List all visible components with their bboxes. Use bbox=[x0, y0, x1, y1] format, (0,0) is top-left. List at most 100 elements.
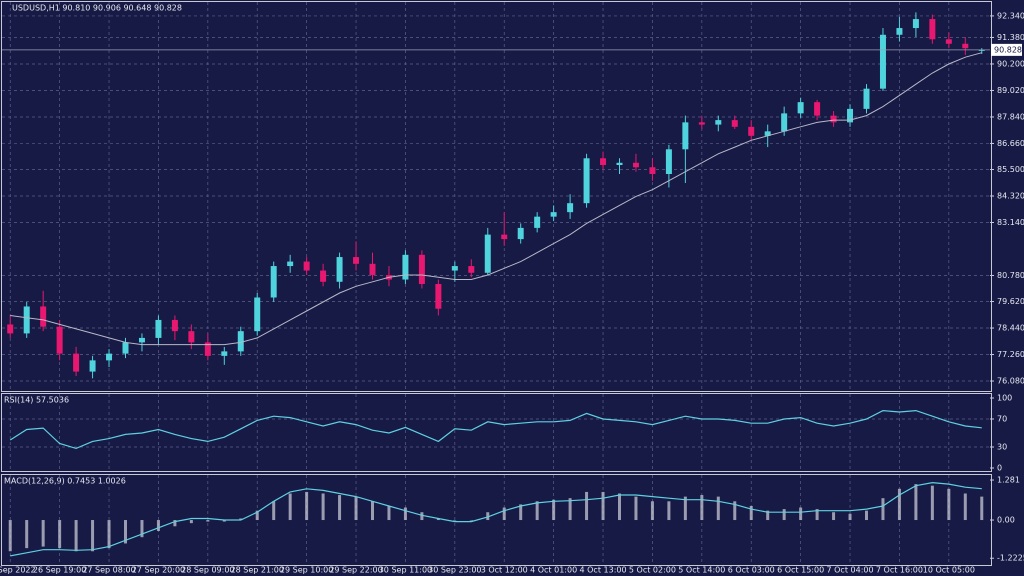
x-tick-label: 27 Sep 08:00 bbox=[82, 566, 135, 575]
candle-body bbox=[550, 212, 557, 217]
last-price-label: 90.828 bbox=[994, 45, 1022, 54]
macd-bar bbox=[535, 501, 539, 521]
candle-body bbox=[912, 19, 919, 29]
macd-bar bbox=[354, 496, 358, 521]
x-tick-label: 7 Oct 16:00 bbox=[876, 566, 923, 575]
macd-bar bbox=[568, 498, 572, 521]
candle-body bbox=[237, 331, 244, 352]
x-tick-label: 5 Oct 14:00 bbox=[678, 566, 725, 575]
x-tick-label: 4 Oct 13:00 bbox=[580, 566, 627, 575]
candle-body bbox=[879, 34, 886, 89]
macd-bar bbox=[156, 520, 160, 531]
y-tick-label: 85.500 bbox=[997, 165, 1024, 174]
candle-body bbox=[731, 120, 738, 127]
y-tick-label: 89.020 bbox=[997, 86, 1024, 95]
candle-body bbox=[814, 102, 821, 116]
macd-bar bbox=[914, 484, 918, 521]
candle-body bbox=[764, 131, 771, 136]
x-tick-label: 27 Sep 20:00 bbox=[132, 566, 185, 575]
macd-bar bbox=[91, 520, 95, 552]
candle-body bbox=[89, 360, 96, 372]
candle-body bbox=[665, 149, 672, 174]
candle-body bbox=[945, 39, 952, 44]
y-tick-label: 86.660 bbox=[997, 139, 1024, 148]
x-tick-label: 30 Sep 11:00 bbox=[379, 566, 432, 575]
candle-body bbox=[204, 342, 211, 356]
candle-body bbox=[748, 126, 755, 136]
macd-bar bbox=[947, 488, 951, 521]
candle-body bbox=[56, 326, 63, 354]
y-tick-label: 83.140 bbox=[997, 218, 1024, 227]
candle-body bbox=[830, 115, 837, 123]
macd-bar bbox=[173, 520, 177, 527]
candle-body bbox=[583, 158, 590, 204]
macd-bar bbox=[371, 501, 374, 521]
candle-body bbox=[797, 102, 804, 114]
macd-bar bbox=[25, 520, 29, 549]
candle-body bbox=[962, 43, 969, 49]
x-tick-label: 4 Oct 01:00 bbox=[530, 566, 577, 575]
candle-body bbox=[534, 216, 541, 228]
y-tick-label: 91.380 bbox=[997, 33, 1024, 42]
candle-body bbox=[616, 162, 623, 166]
candle-body bbox=[451, 266, 458, 271]
macd-bar bbox=[239, 518, 243, 521]
macd-bar bbox=[683, 496, 687, 521]
last-price-box bbox=[991, 43, 1022, 56]
x-tick-label: 10 Oct 05:00 bbox=[923, 566, 975, 575]
macd-bar bbox=[486, 512, 490, 521]
macd-bar bbox=[288, 493, 292, 521]
macd-bar bbox=[41, 520, 45, 547]
macd-bar bbox=[58, 520, 62, 549]
x-tick-label: 29 Sep 10:00 bbox=[280, 566, 333, 575]
x-tick-label: 26 Sep 19:00 bbox=[33, 566, 86, 575]
candle-body bbox=[369, 263, 376, 276]
x-tick-label: 6 Oct 03:00 bbox=[728, 566, 775, 575]
rsi-line bbox=[9, 409, 982, 450]
y-tick-label: 79.620 bbox=[997, 297, 1024, 306]
macd-bar bbox=[980, 496, 984, 521]
macd-bar bbox=[716, 496, 720, 521]
candle-body bbox=[682, 122, 689, 150]
moving-average bbox=[10, 52, 982, 346]
x-tick-label: 26 Sep 2022 bbox=[0, 566, 36, 575]
macd-bar bbox=[107, 520, 111, 549]
x-tick-label: 6 Oct 15:00 bbox=[777, 566, 824, 575]
macd-bar bbox=[222, 520, 226, 522]
candle-body bbox=[698, 122, 705, 125]
macd-bar bbox=[601, 491, 605, 521]
candle-body bbox=[418, 254, 425, 285]
macd-bar bbox=[321, 493, 325, 521]
macd-bar bbox=[733, 501, 737, 521]
candle-body bbox=[254, 297, 261, 332]
candle-body bbox=[929, 19, 936, 40]
x-tick-label: 28 Sep 21:00 bbox=[231, 566, 284, 575]
macd-bar bbox=[618, 493, 621, 521]
macd-bar bbox=[206, 520, 210, 522]
macd-bar bbox=[865, 510, 868, 521]
macd-bar bbox=[650, 501, 654, 521]
candle-body bbox=[435, 284, 442, 309]
y-tick-label: 84.320 bbox=[997, 192, 1024, 201]
macd-bar bbox=[338, 495, 342, 521]
candle-body bbox=[715, 120, 722, 125]
candle-body bbox=[781, 113, 788, 132]
candle-body bbox=[138, 337, 145, 343]
x-tick-label: 29 Sep 22:00 bbox=[329, 566, 382, 575]
macd-title: MACD(12,26,9) 0.7453 1.0026 bbox=[4, 477, 126, 486]
candle-body bbox=[336, 257, 343, 282]
macd-bar bbox=[897, 488, 901, 521]
y-tick-label: 0 bbox=[997, 464, 1002, 473]
candle-body bbox=[567, 203, 574, 213]
chart-title: USDUSD,H1 90.810 90.906 90.648 90.828 bbox=[12, 4, 182, 13]
macd-bar bbox=[272, 501, 276, 521]
y-tick-label: 78.440 bbox=[997, 324, 1024, 333]
y-tick-label: 87.840 bbox=[997, 112, 1024, 121]
candle-body bbox=[353, 257, 360, 264]
rsi-panel bbox=[1, 393, 992, 472]
macd-bar bbox=[519, 504, 523, 521]
candle-body bbox=[501, 234, 508, 240]
y-tick-label: 70 bbox=[997, 415, 1007, 424]
macd-bar bbox=[815, 509, 819, 521]
